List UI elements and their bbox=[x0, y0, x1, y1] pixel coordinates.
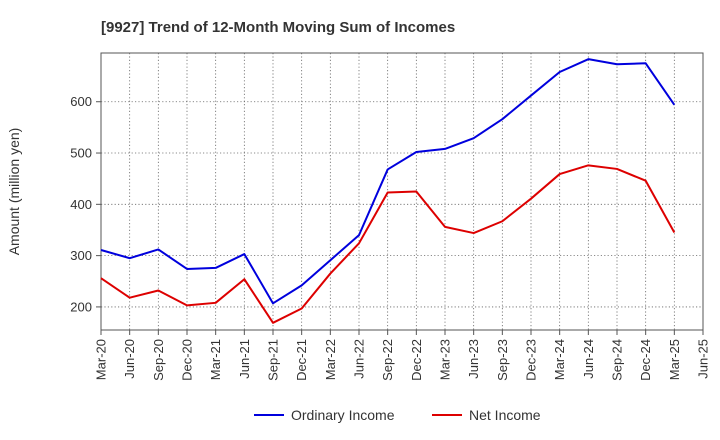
series-lines bbox=[100, 58, 676, 324]
y-tick-label: 200 bbox=[70, 299, 92, 314]
x-tick-label: Sep-21 bbox=[266, 339, 281, 381]
y-tick-label: 500 bbox=[70, 146, 92, 161]
x-tick-label: Sep-23 bbox=[495, 339, 510, 381]
x-tick-label: Dec-24 bbox=[638, 339, 653, 381]
x-tick-label: Jun-23 bbox=[466, 339, 481, 379]
y-tick-label: 300 bbox=[70, 248, 92, 263]
x-tick-label: Mar-24 bbox=[552, 339, 567, 380]
y-axis-label: Amount (million yen) bbox=[6, 128, 22, 256]
x-tick-label: Dec-23 bbox=[524, 339, 539, 381]
x-tick-label: Jun-25 bbox=[696, 339, 711, 379]
series-line-ordinary-income bbox=[100, 58, 676, 305]
x-tick-label: Mar-23 bbox=[438, 339, 453, 380]
y-axis: 200 300 400 500 600 bbox=[70, 94, 101, 314]
x-tick-label: Sep-22 bbox=[380, 339, 395, 381]
x-tick-label: Dec-21 bbox=[294, 339, 309, 381]
plot-area bbox=[100, 52, 704, 331]
x-tick-label: Jun-24 bbox=[581, 339, 596, 379]
chart-title: [9927] Trend of 12-Month Moving Sum of I… bbox=[101, 19, 455, 36]
legend: Ordinary Income Net Income bbox=[254, 407, 541, 423]
legend-label: Net Income bbox=[469, 407, 541, 423]
x-tick-label: Sep-20 bbox=[151, 339, 166, 381]
x-tick-label: Mar-25 bbox=[667, 339, 682, 380]
x-tick-label: Sep-24 bbox=[610, 339, 625, 381]
x-tick-label: Dec-20 bbox=[180, 339, 195, 381]
series-line-net-income bbox=[100, 164, 676, 324]
x-tick-label: Dec-22 bbox=[409, 339, 424, 381]
y-tick-label: 600 bbox=[70, 94, 92, 109]
x-tick-label: Mar-21 bbox=[208, 339, 223, 380]
x-tick-label: Mar-20 bbox=[94, 339, 109, 380]
legend-label: Ordinary Income bbox=[291, 407, 395, 423]
y-tick-label: 400 bbox=[70, 197, 92, 212]
x-tick-label: Jun-21 bbox=[237, 339, 252, 379]
x-axis: Mar-20 Jun-20 Sep-20 Dec-20 Mar-21 Jun-21 Sep-… bbox=[94, 330, 711, 381]
x-tick-label: Jun-20 bbox=[122, 339, 137, 379]
x-tick-label: Jun-22 bbox=[352, 339, 367, 379]
x-tick-label: Mar-22 bbox=[323, 339, 338, 380]
